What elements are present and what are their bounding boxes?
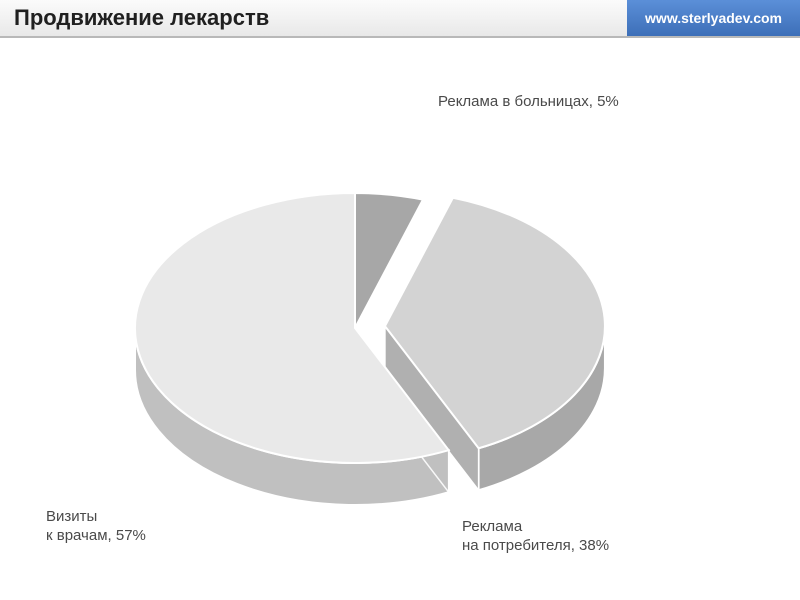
header-bar: Продвижение лекарств www.sterlyadev.com [0, 0, 800, 38]
slice-label-hospital-ads: Реклама в больницах, 5% [438, 93, 619, 112]
pie-chart: Реклама в больницах, 5% Реклама на потре… [0, 38, 800, 598]
page-title: Продвижение лекарств [0, 5, 269, 31]
source-url: www.sterlyadev.com [627, 0, 800, 36]
slice-label-consumer-ads: Реклама на потребителя, 38% [462, 518, 609, 556]
slice-label-doctor-visits: Визиты к врачам, 57% [46, 508, 146, 546]
